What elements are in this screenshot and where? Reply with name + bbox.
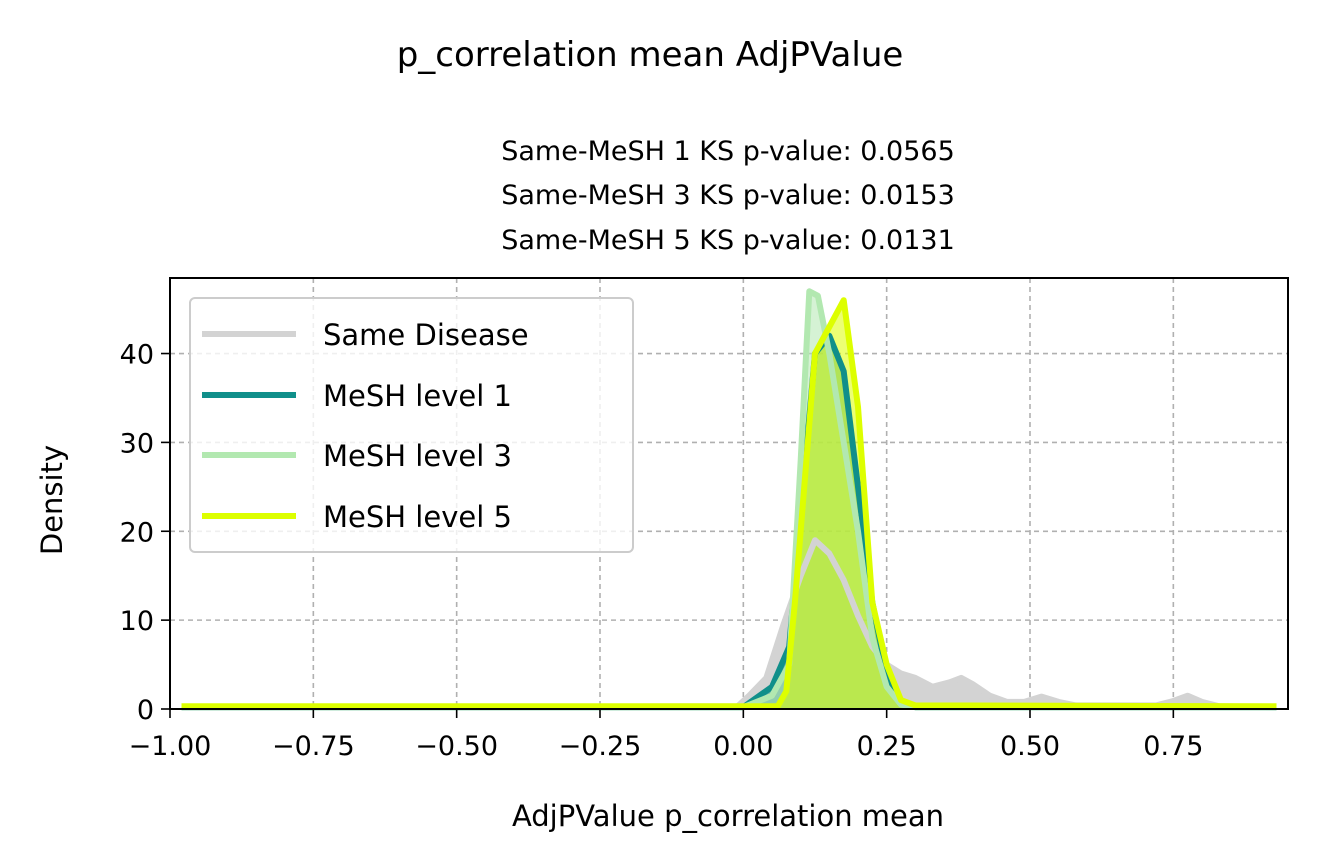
x-tick-label: 0.50 (1000, 731, 1060, 762)
y-tick-label: 40 (120, 340, 154, 371)
y-tick-label: 30 (120, 428, 154, 459)
x-tick-label: 0.00 (713, 731, 773, 762)
legend-box (189, 297, 634, 553)
x-tick-label: 0.75 (1143, 731, 1203, 762)
line-mesh-level-5 (181, 297, 1277, 710)
axis-ticks: −1.00 −0.75 −0.50 −0.25 0.00 0.25 0.50 0.75 0 10 2… (120, 340, 1204, 762)
axes-title-line-1: Same-MeSH 1 KS p-value: 0.0565 (501, 136, 955, 167)
legend: Same Disease MeSH level 1 MeSH level 3 M… (189, 297, 634, 553)
x-tick-label: −0.75 (272, 731, 355, 762)
y-axis-label: Density (35, 445, 69, 555)
y-tick-label: 10 (120, 606, 154, 637)
density-lines (181, 288, 1277, 711)
x-tick-label: −0.50 (415, 731, 498, 762)
axes-title-line-3: Same-MeSH 5 KS p-value: 0.0131 (501, 225, 955, 256)
legend-label-mesh-level-1: MeSH level 1 (323, 379, 512, 413)
axes-title-line-2: Same-MeSH 3 KS p-value: 0.0153 (501, 180, 955, 211)
x-tick-label: −1.00 (129, 731, 212, 762)
x-tick-label: 0.25 (857, 731, 917, 762)
legend-label-mesh-level-3: MeSH level 3 (323, 439, 512, 473)
x-tick-label: −0.25 (559, 731, 642, 762)
y-tick-label: 0 (137, 695, 154, 726)
plot-frame (169, 277, 1289, 710)
y-tick-label: 20 (120, 517, 154, 548)
area-same-disease (181, 540, 1277, 709)
x-axis-label: AdjPValue p_correlation mean (512, 799, 944, 833)
line-mesh-level-3 (181, 288, 1277, 711)
figure-suptitle: p_correlation mean AdjPValue (397, 35, 904, 75)
line-same-disease (181, 537, 1277, 711)
grid-lines (170, 278, 1288, 709)
legend-label-same-disease: Same Disease (323, 318, 529, 352)
legend-label-mesh-level-5: MeSH level 5 (323, 500, 512, 534)
